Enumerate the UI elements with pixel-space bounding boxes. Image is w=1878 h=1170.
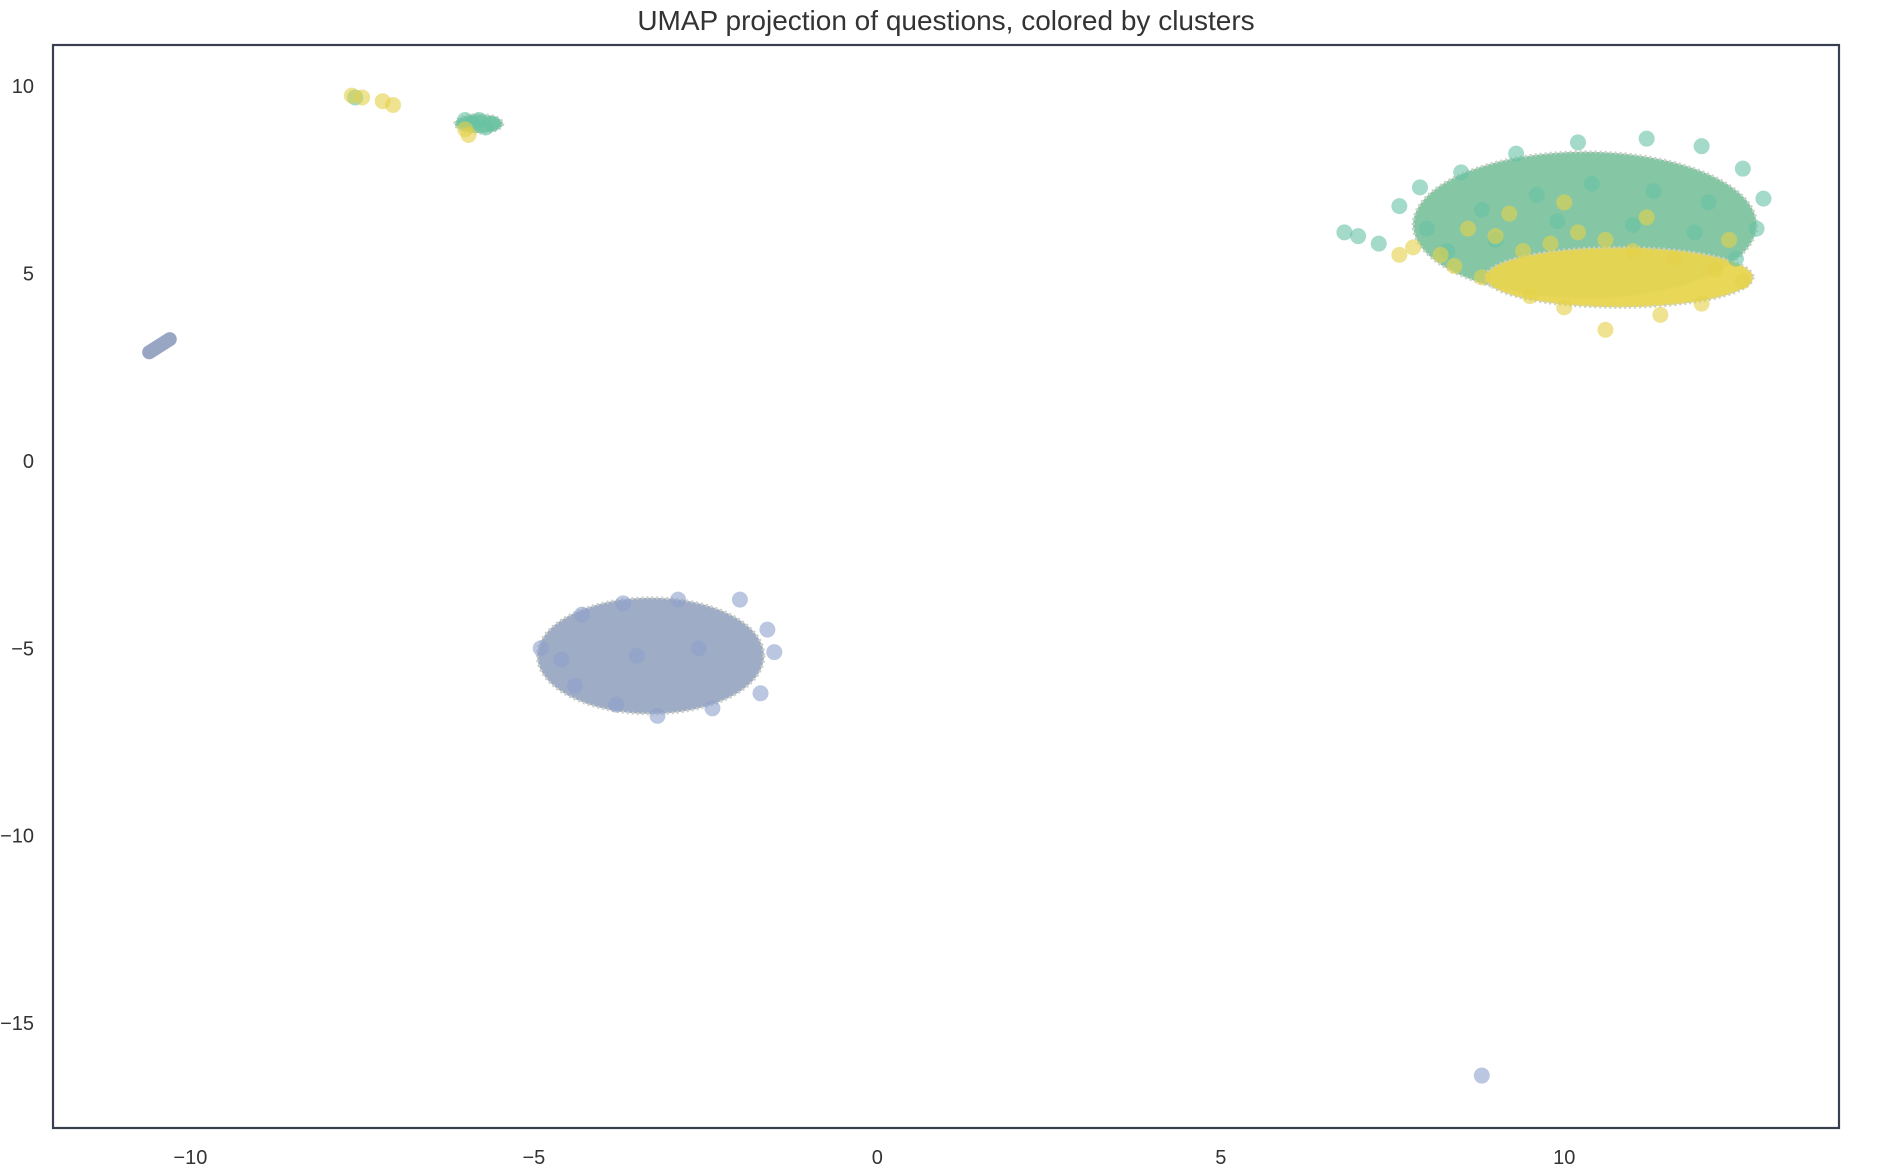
- scatter-point: [1638, 209, 1655, 226]
- x-tick-label: 0: [872, 1147, 883, 1169]
- x-tick-label: −5: [522, 1147, 545, 1169]
- scatter-point: [752, 685, 769, 702]
- y-tick-label: −15: [0, 1013, 34, 1035]
- scatter-point: [1549, 213, 1566, 230]
- scatter-point: [1624, 216, 1641, 233]
- scatter-point: [1693, 295, 1710, 312]
- scatter-point: [731, 591, 748, 608]
- y-axis-ticks: 10 5 0 −5 −10 −15: [0, 76, 34, 1035]
- scatter-point: [1508, 145, 1525, 162]
- scatter-point: [670, 591, 687, 608]
- scatter-point: [1521, 288, 1538, 305]
- cluster-blob: [535, 596, 766, 716]
- scatter-point: [1391, 246, 1408, 263]
- scatter-point: [1624, 243, 1641, 260]
- scatter-point: [532, 640, 549, 657]
- scatter-point: [1453, 164, 1470, 181]
- x-tick-label: 5: [1215, 1147, 1226, 1169]
- scatter-point: [1707, 261, 1724, 278]
- scatter-point: [1487, 228, 1504, 245]
- scatter-point: [553, 651, 570, 668]
- scatter-point: [1473, 201, 1490, 218]
- scatter-point: [766, 644, 783, 661]
- scatter-point: [1645, 183, 1662, 200]
- x-tick-label: 10: [1553, 1147, 1575, 1169]
- scatter-point: [1597, 321, 1614, 338]
- scatter-point: [1336, 224, 1353, 241]
- scatter-point: [1748, 220, 1765, 237]
- scatter-point: [354, 89, 371, 106]
- scatter-point: [704, 700, 721, 717]
- scatter-point: [1638, 130, 1655, 147]
- scatter-point: [1515, 243, 1532, 260]
- y-tick-label: −5: [11, 638, 34, 660]
- scatter-point: [1569, 224, 1586, 241]
- scatter-point: [1542, 235, 1559, 252]
- chart-title: UMAP projection of questions, colored by…: [637, 5, 1254, 36]
- scatter-point: [484, 115, 501, 132]
- scatter-point: [385, 96, 402, 113]
- scatter-point: [690, 640, 707, 657]
- scatter-point: [1583, 175, 1600, 192]
- scatter-points: [343, 87, 1772, 1084]
- scatter-point: [573, 606, 590, 623]
- scatter-point: [1418, 220, 1435, 237]
- scatter-point: [1556, 194, 1573, 211]
- plot-frame: [51, 43, 1841, 1130]
- x-axis-ticks: −10 −5 0 5 10: [173, 1147, 1575, 1169]
- scatter-point: [567, 677, 584, 694]
- scatter-point: [759, 621, 776, 638]
- y-tick-label: 10: [12, 76, 34, 98]
- scatter-point: [1556, 299, 1573, 316]
- scatter-point: [1391, 198, 1408, 215]
- scatter-point: [1528, 186, 1545, 203]
- x-tick-label: −10: [173, 1147, 207, 1169]
- scatter-point: [1734, 273, 1751, 290]
- scatter-point: [1652, 306, 1669, 323]
- cluster-blob: [1483, 245, 1755, 309]
- cluster-blobs: [142, 112, 1759, 716]
- y-tick-label: 0: [23, 451, 34, 473]
- scatter-point: [1686, 224, 1703, 241]
- scatter-point: [1597, 231, 1614, 248]
- scatter-point: [649, 707, 666, 724]
- y-tick-label: 5: [23, 264, 34, 286]
- scatter-point: [1755, 190, 1772, 207]
- scatter-point: [1721, 231, 1738, 248]
- scatter-point: [1501, 205, 1518, 222]
- scatter-point: [1727, 250, 1744, 267]
- scatter-point: [608, 696, 625, 713]
- scatter-point: [1734, 160, 1751, 177]
- scatter-point: [1370, 235, 1387, 252]
- scatter-point: [1446, 258, 1463, 275]
- scatter-point: [1473, 1067, 1490, 1084]
- scatter-point: [1473, 269, 1490, 286]
- scatter-point: [1350, 228, 1367, 245]
- scatter-point: [1693, 138, 1710, 155]
- scatter-point: [1460, 220, 1477, 237]
- scatter-point: [1405, 239, 1422, 256]
- cluster-streak: [142, 332, 177, 360]
- scatter-point: [1666, 250, 1683, 267]
- y-tick-label: −10: [0, 826, 34, 848]
- scatter-point: [1411, 179, 1428, 196]
- scatter-point: [628, 647, 645, 664]
- scatter-point: [615, 595, 632, 612]
- scatter-point: [1432, 246, 1449, 263]
- scatter-point: [460, 126, 477, 143]
- scatter-point: [1569, 134, 1586, 151]
- scatter-point: [1700, 194, 1717, 211]
